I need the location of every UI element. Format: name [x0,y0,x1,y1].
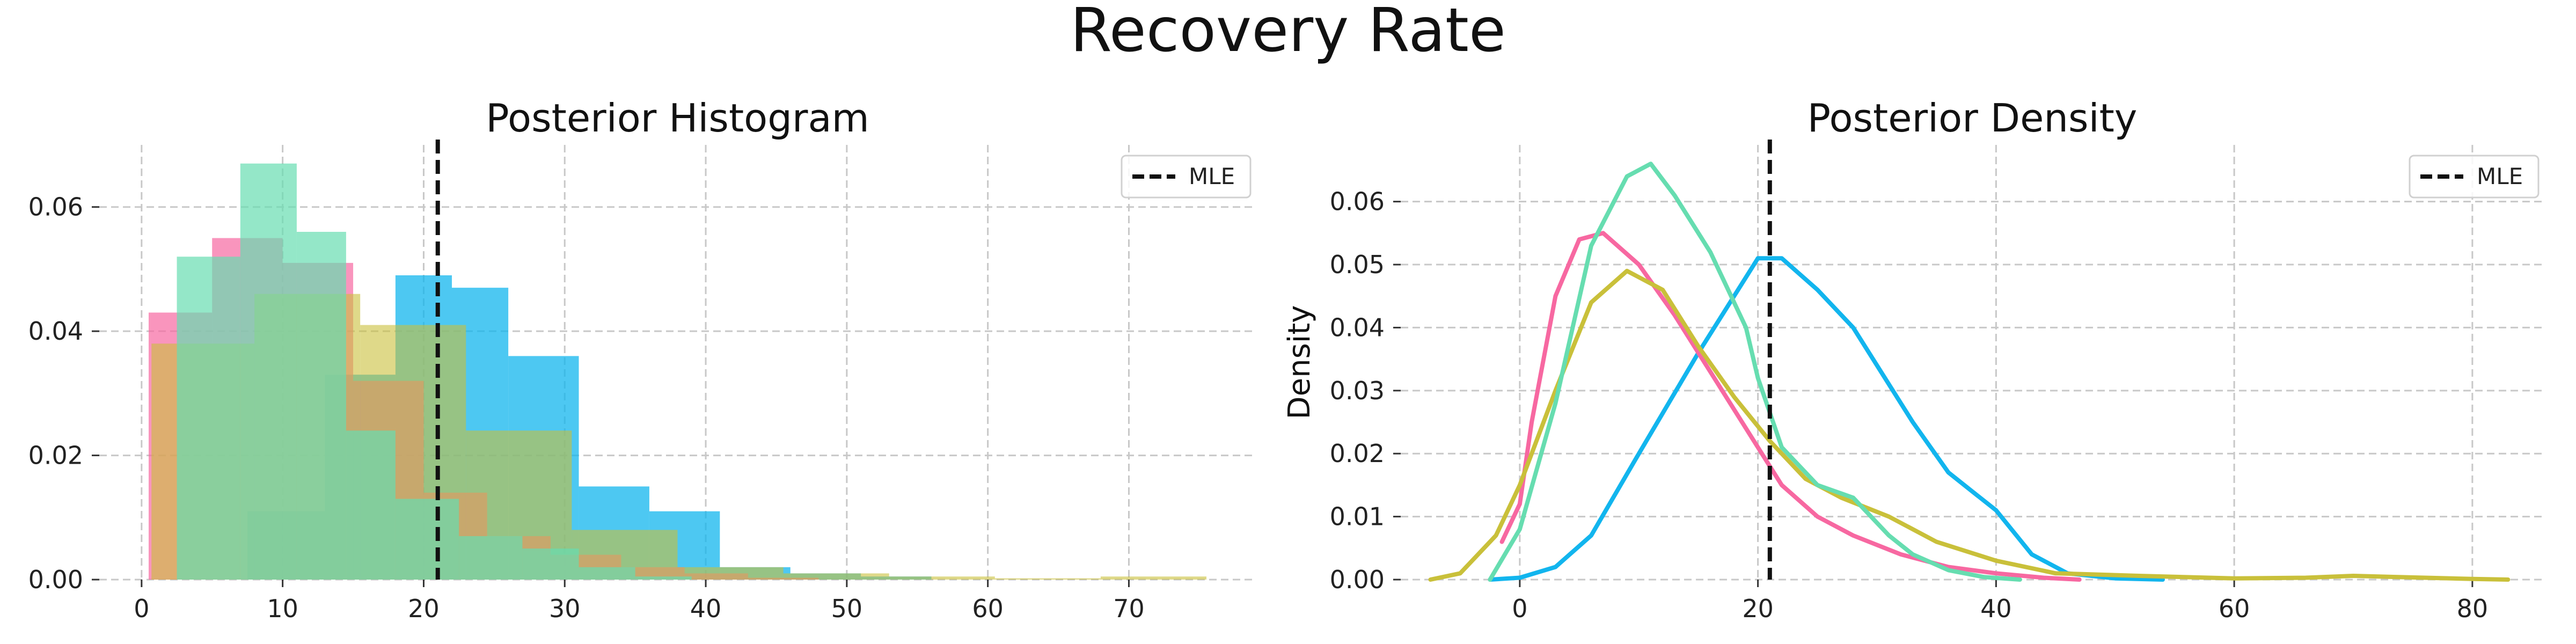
histogram-bar [889,576,995,580]
histogram-bar [240,163,297,580]
x-tick-label: 30 [549,594,581,623]
histogram-panel: 0 10 20 30 40 50 60 70 0.00 0.02 0.04 0.06 Posterior… [28,96,1256,623]
y-tick-label: 0.04 [1330,313,1385,342]
histogram-bar [1100,576,1207,580]
legend-mle-label: MLE [1189,163,1235,189]
histogram-bar [522,548,579,580]
figure-title: Recovery Rate [1070,0,1506,65]
x-tick-label: 0 [1512,594,1527,623]
legend-mle-label: MLE [2477,163,2523,189]
histogram-bar [635,576,692,580]
x-tick-label: 60 [2219,594,2250,623]
histogram-bar [783,573,889,580]
density-curve [1499,231,2082,582]
legend: MLE [1121,155,1252,199]
x-tick-label: 60 [972,594,1004,623]
x-tick-label: 20 [1742,594,1774,623]
y-tick-label: 0.01 [1330,502,1385,531]
x-tick-label: 40 [690,594,722,623]
density-curve [1488,256,2165,582]
y-tick-label: 0.04 [28,317,83,346]
histogram-bar [296,232,346,580]
histogram-bar [177,257,240,580]
x-tick-label: 10 [267,594,298,623]
histogram-bar [994,578,1101,580]
y-axis-label: Density [1282,305,1317,420]
x-tick-label: 20 [408,594,440,623]
histogram-bar [346,430,396,580]
x-tick-label: 70 [1113,594,1145,623]
x-tick-label: 80 [2457,594,2489,623]
y-tick-label: 0.02 [1330,439,1385,468]
y-tick-label: 0.05 [1330,250,1385,279]
panel-title: Posterior Histogram [486,96,869,141]
x-tick-label: 40 [1980,594,2012,623]
histogram-bar [677,567,784,580]
histogram-bar [459,536,523,580]
histogram-bar [579,567,635,580]
x-tick-label: 50 [831,594,863,623]
density-panel: 0 20 40 60 80 0.00 0.01 0.02 0.03 0.04 0.05 0.06 Pos… [1282,96,2544,623]
y-tick-label: 0.06 [28,193,83,222]
y-tick-label: 0.02 [28,441,83,470]
histogram-bar [395,499,459,580]
panel-title: Posterior Density [1807,96,2138,141]
density-curve [1488,162,2022,582]
legend-box [1121,155,1252,199]
y-tick-label: 0.06 [1330,187,1385,216]
y-tick-label: 0.00 [1330,565,1385,594]
x-tick-label: 0 [134,594,149,623]
y-tick-label: 0.00 [28,565,83,594]
legend-box [2409,155,2540,199]
y-tick-label: 0.03 [1330,376,1385,405]
legend: MLE [2409,155,2540,199]
